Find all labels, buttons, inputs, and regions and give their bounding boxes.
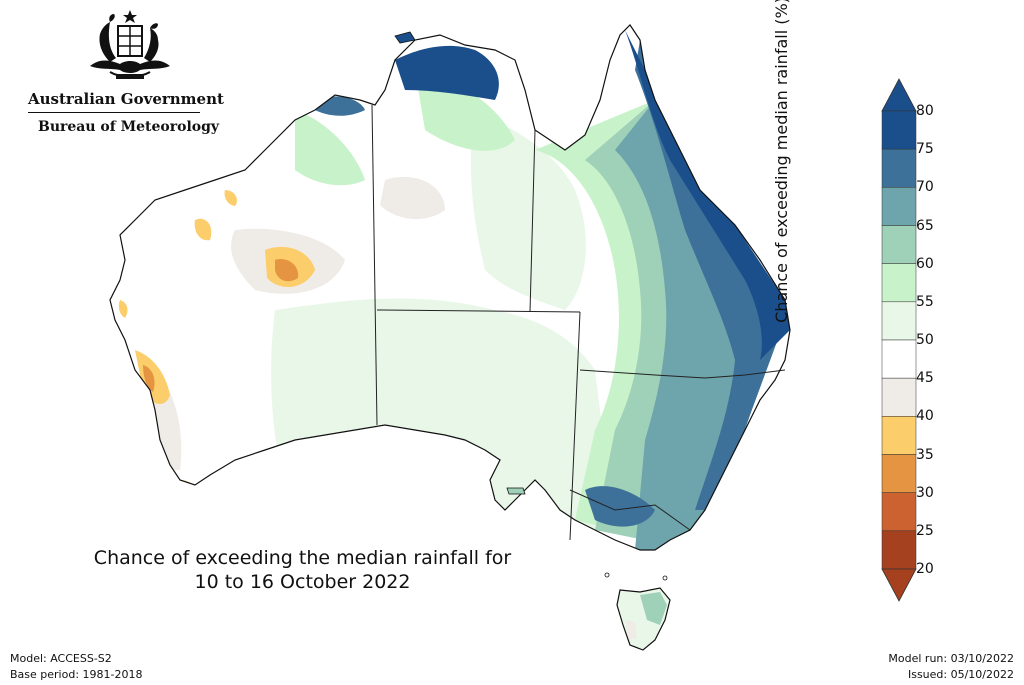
coat-of-arms-icon <box>90 10 170 79</box>
map-title-line2: 10 to 16 October 2022 <box>194 571 411 593</box>
colorbar-tick-label: 80 <box>916 103 934 119</box>
shade-35-40 <box>194 218 212 241</box>
shade-55-60 <box>470 110 586 310</box>
shade-75-80 <box>585 486 655 527</box>
colorbar-segment <box>881 416 917 455</box>
colorbar-tick-label: 70 <box>916 179 934 196</box>
shade-30-35 <box>143 365 155 392</box>
colorbar-tick-label: 65 <box>916 217 934 234</box>
colorbar-over-arrow <box>881 78 917 112</box>
colorbar-segment <box>881 301 917 341</box>
flinders-island <box>662 575 668 581</box>
state-boundaries <box>371 104 786 541</box>
australia-rainfall-map <box>109 24 791 651</box>
colorbar-segment <box>881 110 917 150</box>
footer-right: Model run: 03/10/2022 Issued: 05/10/2022 <box>888 651 1014 683</box>
colorbar-segment <box>881 187 917 226</box>
colorbar <box>881 78 917 602</box>
shade-35-40 <box>224 190 237 206</box>
colorbar-segment <box>881 148 917 188</box>
map-title-line1: Chance of exceeding the median rainfall … <box>93 547 512 569</box>
colorbar-tick-label: 50 <box>916 332 934 348</box>
colorbar-tick-label: 75 <box>916 141 934 158</box>
shade-over-80 <box>625 30 790 360</box>
base-period: Base period: 1981-2018 <box>10 668 143 681</box>
shade-over-80 <box>395 45 499 100</box>
model-run: Model run: 03/10/2022 <box>888 652 1014 665</box>
model-name: Model: ACCESS-S2 <box>10 652 112 665</box>
colorbar-segment <box>881 530 917 570</box>
colorbar-label: Chance of exceeding median rainfall (%) <box>772 0 791 323</box>
issued-date: Issued: 05/10/2022 <box>907 668 1014 681</box>
tiwi-islands <box>394 31 416 44</box>
colorbar-tick-label: 55 <box>916 293 934 310</box>
shade-30-35 <box>275 259 299 282</box>
colorbar-segment <box>881 377 917 417</box>
colorbar-tick-label: 35 <box>916 446 934 463</box>
logo-divider <box>28 112 200 113</box>
colorbar-tick-label: 25 <box>916 522 934 539</box>
map-title: Chance of exceeding the median rainfall … <box>60 546 545 594</box>
colorbar-tick-label: 40 <box>916 408 934 425</box>
colorbar-tick-label: 60 <box>916 255 934 272</box>
tasmania-shade-40-45 <box>625 620 637 640</box>
department-name: Bureau of Meteorology <box>38 119 220 135</box>
mainland-coastline <box>109 24 791 551</box>
colorbar-segment <box>881 492 917 532</box>
tasmania-shade-65-70 <box>640 592 667 625</box>
colorbar-segment <box>881 339 917 379</box>
colorbar-tick-label: 30 <box>916 484 934 501</box>
colorbar-segment <box>881 454 917 493</box>
footer-left: Model: ACCESS-S2 Base period: 1981-2018 <box>10 651 142 683</box>
colorbar-under-arrow <box>881 568 917 602</box>
colorbar-tick-label: 45 <box>916 370 934 387</box>
shade-60-65 <box>295 110 365 186</box>
colorbar-segment <box>881 225 917 264</box>
shade-35-40 <box>118 300 128 318</box>
shade-40-45 <box>380 176 445 220</box>
colorbar-tick-label: 20 <box>916 561 934 577</box>
kangaroo-island <box>506 487 526 495</box>
king-island <box>604 572 610 578</box>
bom-logo: Australian Government Bureau of Meteorol… <box>18 8 224 138</box>
org-name: Australian Government <box>28 90 224 108</box>
colorbar-segment <box>881 263 917 303</box>
